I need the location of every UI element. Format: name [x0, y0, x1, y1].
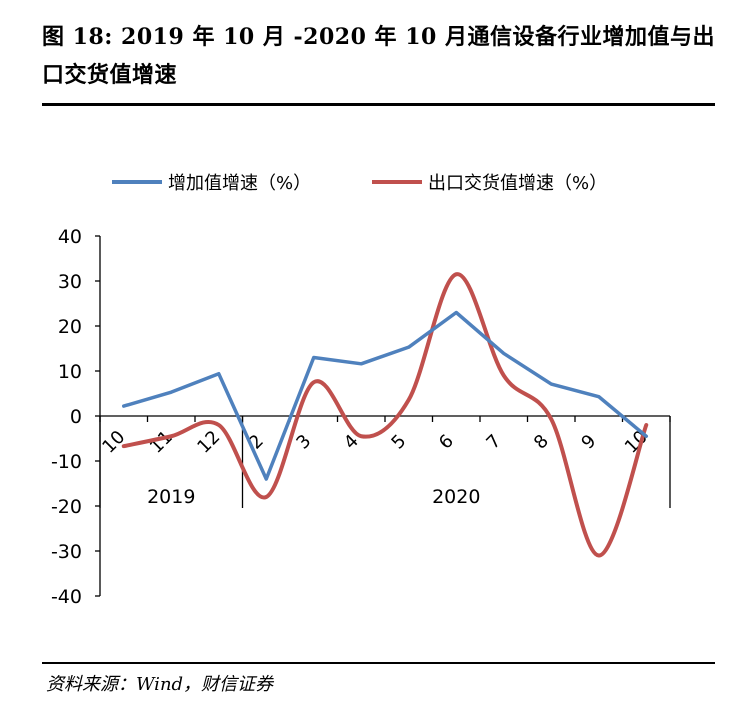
- y-tick-label: 0: [70, 406, 82, 428]
- x-category-label: 9: [577, 431, 600, 454]
- figure-title: 图 18: 2019 年 10 月 -2020 年 10 月通信设备行业增加值与…: [42, 24, 715, 88]
- x-category-label: 10: [98, 427, 129, 458]
- y-tick-label: -20: [51, 496, 82, 518]
- y-tick-label: -30: [51, 541, 82, 563]
- y-tick-label: 10: [58, 361, 82, 383]
- x-group-label: 2019: [147, 486, 195, 508]
- x-category-label: 7: [482, 431, 505, 454]
- legend-label-1: 增加值增速（%）: [168, 173, 311, 194]
- y-tick-label: -40: [51, 586, 82, 608]
- y-tick-label: 20: [58, 316, 82, 338]
- y-tick-label: -10: [51, 451, 82, 473]
- x-category-label: 12: [193, 427, 224, 458]
- y-tick-label: 30: [58, 271, 82, 293]
- series-line-2: [121, 272, 649, 558]
- title-rule: [42, 103, 715, 106]
- x-group-label: 2020: [432, 486, 480, 508]
- source-note: 资料来源：Wind，财信证券: [46, 674, 274, 695]
- x-category-label: 6: [435, 431, 458, 454]
- x-category-label: 8: [530, 431, 553, 454]
- footer-rule: [42, 662, 715, 664]
- x-category-label: 5: [387, 431, 410, 454]
- x-category-label: 3: [292, 431, 315, 454]
- y-tick-label: 40: [58, 226, 82, 248]
- legend-label-2: 出口交货值增速（%）: [428, 173, 607, 194]
- series-line-1: [122, 310, 648, 481]
